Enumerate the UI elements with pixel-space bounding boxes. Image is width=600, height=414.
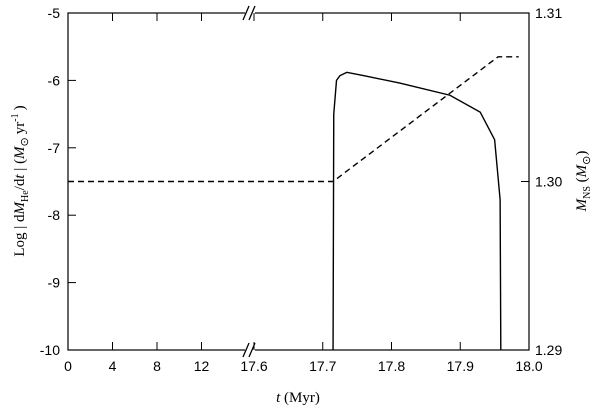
y-label-part: M <box>12 200 28 215</box>
y-tick-label: -5 <box>48 5 61 21</box>
x-tick-label: 0 <box>64 358 72 374</box>
y2-tick-label: 1.30 <box>535 174 562 190</box>
x-tick-label: 8 <box>153 358 161 374</box>
y-axis-label: Log | dMHe/dt | (M⊙yr-1) <box>10 105 31 256</box>
y2-axis-label: MNS (M⊙) <box>574 151 593 213</box>
y-label-part: /d <box>12 178 28 190</box>
y-tick-label: -6 <box>48 72 61 88</box>
series-line <box>68 56 519 183</box>
y-label-part: | ( <box>12 159 28 175</box>
y2-label-part: ⊙ <box>581 156 593 165</box>
x-tick-label: 17.9 <box>447 358 474 374</box>
y-label-part: t <box>12 174 28 179</box>
y-tick-label: -9 <box>48 275 61 291</box>
y2-label-part: ( <box>574 177 590 186</box>
y-label-part: ) <box>12 105 28 110</box>
x-tick-label: 17.8 <box>378 358 405 374</box>
axis-break <box>242 4 256 359</box>
y-tick-label: -7 <box>48 140 61 156</box>
x-tick-label: 17.6 <box>240 358 267 374</box>
y2-label-part: NS <box>582 186 593 199</box>
y2-tick-label: 1.31 <box>535 5 562 21</box>
y-label-part: -1 <box>10 113 21 121</box>
x-tick-label: 18.0 <box>515 358 542 374</box>
x-label-part: (Myr) <box>280 390 320 406</box>
x-label-part: t <box>276 390 281 406</box>
x-tick-label: 17.7 <box>309 358 336 374</box>
y-label-part: Log | d <box>12 214 28 257</box>
series-line <box>332 71 502 351</box>
y-tick-label: -8 <box>48 207 61 223</box>
y2-label-part: M <box>574 163 590 178</box>
y-label-part: M <box>12 145 28 160</box>
x-axis-label: t (Myr) <box>276 390 320 406</box>
y-tick-label: -10 <box>40 342 60 358</box>
y-label-part: ⊙ <box>19 137 31 146</box>
x-tick-label: 4 <box>109 358 117 374</box>
y2-label-part: M <box>574 197 590 212</box>
x-tick-label: 12 <box>194 358 210 374</box>
y-label-part: He <box>20 190 31 202</box>
y2-label-part: ) <box>574 151 590 156</box>
y2-tick-label: 1.29 <box>535 342 562 358</box>
y-label-part: yr <box>12 122 28 135</box>
